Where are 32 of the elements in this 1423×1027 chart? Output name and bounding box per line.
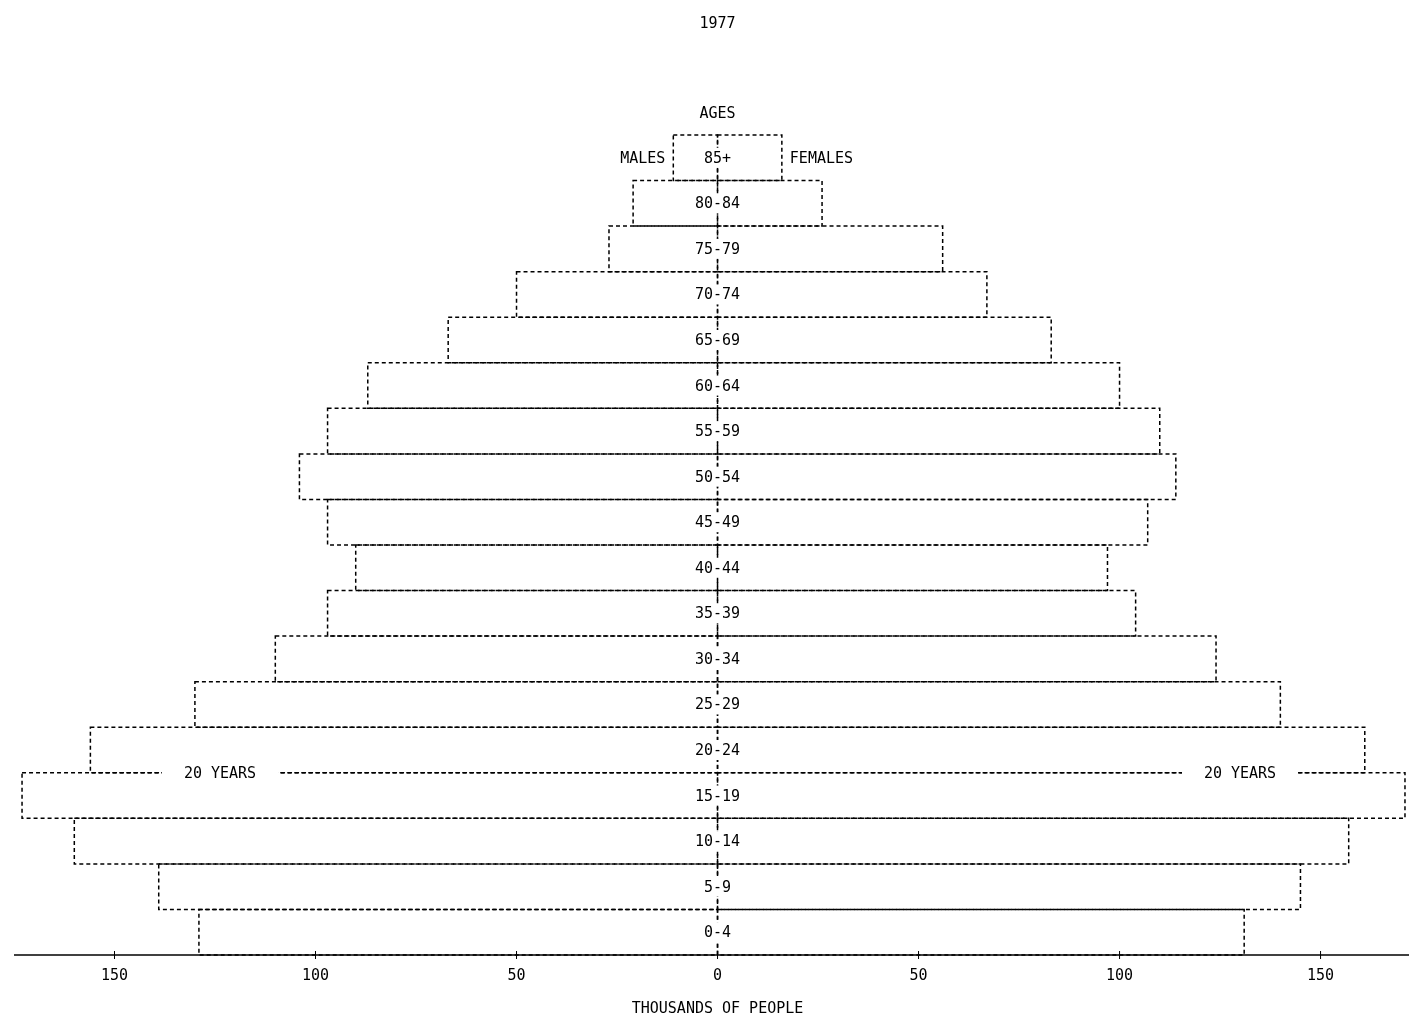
y-tick-label: 20-24 <box>694 741 741 759</box>
y-tick-label: 45-49 <box>694 513 741 532</box>
annotation: 20 YEARS <box>1203 763 1277 782</box>
y-tick-label: 50-54 <box>694 467 741 486</box>
y-tick-label: 35-39 <box>694 604 741 623</box>
y-tick-label: 10-14 <box>694 832 741 851</box>
x-axis-title: THOUSANDS OF PEOPLE <box>631 999 804 1017</box>
y-tick-label: 40-44 <box>694 558 741 577</box>
chart-title: 1977 <box>699 14 736 32</box>
x-tick-label: 150 <box>1307 966 1335 984</box>
y-tick-label: 80-84 <box>694 194 741 213</box>
annotation: 20 YEARS <box>183 763 257 782</box>
y-tick-label: 30-34 <box>694 649 741 668</box>
y-tick-label: 5-9 <box>703 877 732 896</box>
y-tick-label: 75-79 <box>694 239 741 258</box>
y-tick-label: 60-64 <box>694 376 741 395</box>
x-tick-label: 50 <box>909 966 928 984</box>
x-tick-label: 0 <box>713 966 723 984</box>
x-tick-label: 100 <box>1106 966 1134 984</box>
y-tick-label: 70-74 <box>694 285 741 304</box>
y-tick-label: 85+ <box>703 148 732 167</box>
y-tick-label: 0-4 <box>703 923 732 942</box>
x-tick-label: 150 <box>100 966 129 984</box>
series-label: MALES <box>620 148 666 167</box>
y-tick-label: 55-59 <box>694 422 741 441</box>
y-axis-title: AGES <box>699 104 736 122</box>
x-tick-label: 100 <box>301 966 330 984</box>
y-tick-label: 25-29 <box>694 695 741 714</box>
x-tick-label: 50 <box>507 966 526 984</box>
y-tick-label: 15-19 <box>694 786 741 805</box>
series-label: FEMALES <box>789 148 854 167</box>
y-tick-label: 65-69 <box>694 331 741 349</box>
